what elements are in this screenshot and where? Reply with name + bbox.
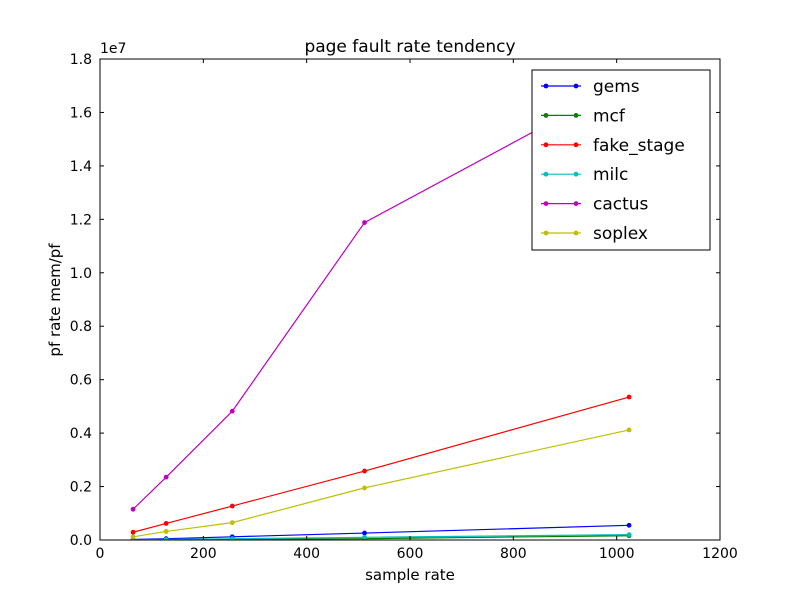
legend-marker [543, 142, 549, 148]
series-line-soplex [132, 429, 630, 538]
legend-label: cactus [593, 195, 649, 215]
y-tick-label: 1.4 [70, 159, 92, 175]
y-tick-label: 1.2 [70, 212, 92, 228]
legend-box [531, 69, 711, 251]
data-point-soplex [626, 427, 632, 433]
legend-entry-gems: gems [541, 77, 640, 97]
legend-entry-milc: milc [541, 165, 628, 185]
data-point-gems [362, 530, 367, 536]
x-tick-label: 1200 [702, 546, 738, 562]
y-tick-label: 0.0 [70, 533, 92, 549]
legend-label: fake_stage [593, 136, 685, 156]
data-point-soplex [229, 520, 235, 526]
legend-marker [543, 230, 549, 236]
x-axis-label: sample rate [365, 566, 455, 584]
data-point-cactus [163, 474, 169, 480]
y-axis-label: pf rate mem/pf [46, 243, 64, 357]
x-tick-label: 800 [500, 546, 527, 562]
y-tick-label: 0.6 [70, 373, 92, 389]
series-fake_stage [130, 394, 632, 535]
y-tick-label: 0.4 [70, 426, 92, 442]
legend-marker [573, 142, 579, 148]
chart-title: page fault rate tendency [304, 37, 515, 57]
data-point-soplex [163, 529, 169, 534]
legend-marker [543, 83, 549, 89]
data-point-soplex [362, 485, 367, 491]
y-axis-ticks: 0.0 0.2 0.4 0.6 0.8 1.0 1.2 1.4 1.6 1.8 [70, 52, 720, 549]
legend-marker [573, 201, 579, 207]
data-point-fake_stage [229, 503, 235, 509]
series-layer [130, 77, 632, 540]
y-tick-label: 1.0 [70, 266, 92, 282]
x-tick-label: 400 [293, 546, 320, 562]
x-axis-ticks: 0 200 400 600 800 1000 1200 [96, 59, 738, 562]
data-point-cactus [362, 220, 367, 225]
legend-label: gems [593, 77, 640, 97]
legend-label: mcf [593, 106, 626, 126]
x-tick-label: 1000 [599, 546, 635, 562]
y-tick-label: 1.8 [70, 52, 92, 68]
series-soplex [130, 427, 632, 540]
x-tick-label: 600 [397, 546, 424, 562]
legend-marker [543, 113, 549, 118]
data-point-milc [362, 534, 367, 540]
legend-label: milc [593, 165, 628, 185]
legend-marker [543, 171, 549, 177]
legend-marker [573, 230, 579, 236]
data-point-cactus [130, 506, 136, 512]
x-tick-label: 0 [96, 546, 105, 562]
y-scale-label: 1e7 [100, 41, 126, 57]
x-tick-label: 200 [190, 546, 217, 562]
legend-label: soplex [593, 224, 648, 244]
legend-marker [573, 113, 579, 118]
data-point-cactus [229, 408, 235, 414]
legend-marker [573, 83, 579, 89]
legend-entry-soplex: soplex [541, 224, 648, 244]
y-tick-label: 0.2 [70, 480, 92, 496]
legend-entry-cactus: cactus [541, 195, 649, 215]
data-point-soplex [130, 534, 136, 540]
data-point-milc [163, 537, 169, 540]
y-tick-label: 1.6 [70, 105, 92, 121]
data-point-fake_stage [130, 529, 136, 535]
legend-marker [543, 201, 549, 207]
data-point-fake_stage [362, 468, 367, 474]
data-point-gems [626, 522, 632, 528]
legend-entry-fake_stage: fake_stage [541, 136, 685, 156]
data-point-milc [626, 532, 632, 538]
series-line-fake_stage [132, 396, 630, 533]
legend-marker [573, 171, 579, 177]
data-point-fake_stage [626, 394, 632, 400]
data-point-milc [229, 536, 235, 540]
legend-entry-mcf: mcf [541, 106, 626, 126]
y-tick-label: 0.8 [70, 319, 92, 335]
data-point-fake_stage [163, 521, 169, 526]
